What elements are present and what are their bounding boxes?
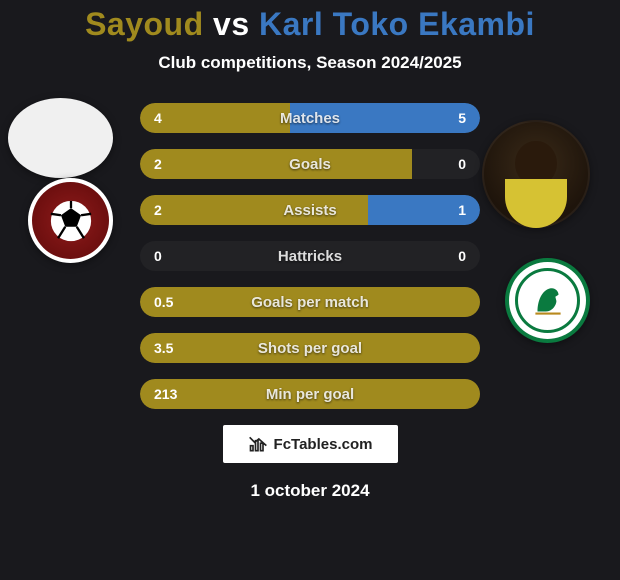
stat-value-right: 0 (458, 149, 466, 179)
stat-row: Shots per goal3.5 (140, 333, 480, 363)
stat-row: Assists21 (140, 195, 480, 225)
stat-row: Matches45 (140, 103, 480, 133)
stat-label: Hattricks (140, 241, 480, 271)
comparison-title: Sayoud vs Karl Toko Ekambi (0, 6, 620, 43)
player2-avatar (482, 120, 590, 228)
subtitle: Club competitions, Season 2024/2025 (0, 53, 620, 73)
stat-value-left: 0 (154, 241, 162, 271)
player1-club-badge (28, 178, 113, 263)
stat-fill-left (140, 149, 412, 179)
stat-fill-left (140, 195, 368, 225)
stat-fill-right (290, 103, 480, 133)
stat-fill-left (140, 333, 480, 363)
site-badge: FcTables.com (223, 425, 398, 463)
stats-bars: Matches45Goals20Assists21Hattricks00Goal… (140, 103, 480, 409)
site-name: FcTables.com (274, 436, 373, 453)
player2-name: Karl Toko Ekambi (259, 6, 535, 42)
stat-fill-left (140, 287, 480, 317)
stat-row: Goals per match0.5 (140, 287, 480, 317)
stat-value-right: 0 (458, 241, 466, 271)
player1-name: Sayoud (85, 6, 204, 42)
stat-fill-left (140, 103, 290, 133)
chart-icon (248, 434, 268, 454)
stat-row: Goals20 (140, 149, 480, 179)
stat-fill-right (368, 195, 480, 225)
player2-club-badge (505, 258, 590, 343)
stat-row: Min per goal213 (140, 379, 480, 409)
vs-label: vs (213, 6, 250, 42)
comparison-card: Sayoud vs Karl Toko Ekambi Club competit… (0, 0, 620, 580)
stat-fill-left (140, 379, 480, 409)
date-label: 1 october 2024 (0, 481, 620, 501)
player1-avatar (8, 98, 113, 178)
soccer-ball-icon (48, 198, 94, 244)
horse-icon (527, 280, 569, 322)
stat-row: Hattricks0 0 (140, 241, 480, 271)
